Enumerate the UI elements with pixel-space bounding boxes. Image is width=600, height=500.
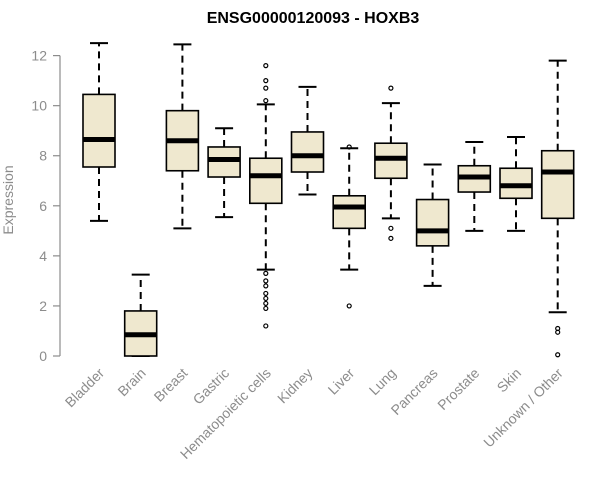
outlier-point — [388, 85, 394, 91]
outlier-point — [346, 144, 352, 150]
iqr-box — [207, 146, 241, 178]
outlier-point — [346, 303, 352, 309]
outlier-point — [388, 235, 394, 241]
box-group — [82, 42, 116, 222]
y-tick-label: 4 — [39, 248, 47, 264]
y-axis-label: Expression — [0, 165, 16, 234]
box-group — [290, 85, 325, 196]
box-group — [499, 135, 533, 232]
outlier-point — [555, 352, 561, 358]
outlier-point — [388, 225, 394, 231]
outlier-point — [263, 85, 269, 91]
outlier-point — [263, 278, 269, 284]
box-group — [207, 127, 241, 219]
x-tick-label: Lung — [366, 365, 399, 398]
iqr-box — [82, 93, 116, 168]
iqr-box — [249, 157, 283, 205]
x-tick-label: Skin — [494, 365, 525, 396]
y-tick-label: 2 — [39, 298, 47, 314]
box-group — [165, 43, 200, 230]
x-tick-label: Brain — [114, 365, 148, 399]
box-group — [374, 85, 408, 241]
iqr-box — [415, 198, 450, 247]
iqr-box — [290, 131, 325, 173]
outlier-point — [263, 300, 269, 307]
x-tick-label: Unknown / Other — [480, 365, 566, 451]
x-tick-label: Liver — [325, 365, 358, 398]
outlier-point — [263, 63, 269, 69]
outlier-point — [263, 270, 269, 276]
box-group — [332, 144, 367, 309]
y-tick-label: 0 — [39, 348, 47, 364]
iqr-box — [332, 194, 367, 230]
x-tick-label: Prostate — [434, 365, 482, 413]
box-group — [249, 63, 283, 329]
iqr-box — [499, 167, 533, 200]
box-series — [82, 42, 575, 358]
outlier-point — [263, 283, 269, 289]
box-group — [123, 273, 158, 357]
box-group — [457, 140, 492, 232]
outlier-point — [263, 295, 269, 302]
y-tick-label: 10 — [31, 98, 47, 114]
outlier-point — [555, 329, 561, 335]
outlier-point — [263, 78, 269, 84]
box-group — [540, 59, 575, 358]
x-tick-label: Breast — [151, 365, 191, 405]
y-tick-label: 8 — [39, 148, 47, 164]
y-axis: 0 2 4 6 8 10 12 — [31, 48, 61, 364]
chart-title: ENSG00000120093 - HOXB3 — [207, 10, 420, 27]
outlier-point — [263, 305, 269, 312]
outlier-point — [263, 323, 269, 329]
box-group — [415, 163, 450, 287]
iqr-box — [540, 149, 575, 220]
x-tick-label: Kidney — [274, 365, 316, 407]
iqr-box — [374, 142, 408, 180]
outlier-point — [263, 290, 269, 297]
y-tick-label: 12 — [31, 48, 47, 64]
outlier-point — [263, 98, 269, 104]
y-tick-label: 6 — [39, 198, 47, 214]
x-tick-label: Bladder — [62, 365, 108, 411]
